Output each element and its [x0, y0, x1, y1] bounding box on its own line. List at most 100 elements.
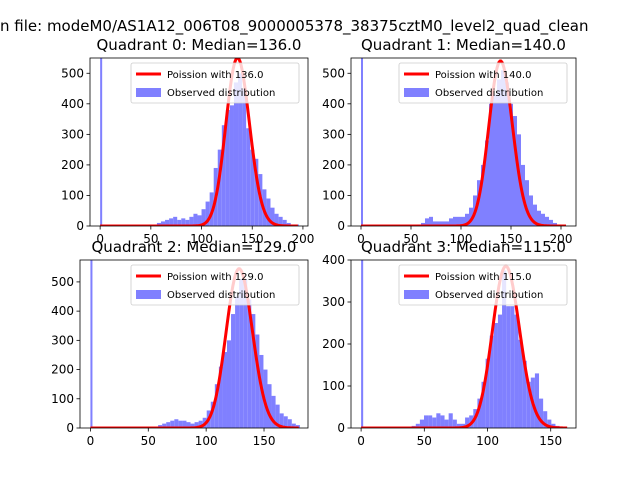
- quadrant-1-title: Quadrant 1: Median=140.0: [361, 36, 566, 54]
- quadrant-0-hist-bar: [233, 82, 239, 226]
- quadrant-1-ytick-label: 300: [322, 127, 345, 141]
- quadrant-3-hist-bar: [485, 358, 490, 428]
- quadrant-0-hist-bar: [238, 73, 243, 226]
- quadrant-2-xtick-label: 150: [253, 434, 276, 448]
- quadrant-3-hist-bar: [428, 415, 433, 428]
- quadrant-1-ytick-label: 400: [322, 97, 345, 111]
- quadrant-1-hist-bar: [545, 216, 549, 226]
- quadrant-0-ytick-label: 100: [61, 188, 84, 202]
- quadrant-0-legend-bar-swatch: [136, 88, 161, 97]
- quadrant-2-hist-bar: [214, 384, 219, 428]
- quadrant-2-legend-label-fit: Poission with 129.0: [167, 272, 263, 283]
- quadrant-1-hist-bar: [453, 216, 457, 226]
- quadrant-0-xtick-label: 150: [241, 232, 264, 246]
- quadrant-1-hist-bar: [425, 218, 429, 226]
- quadrant-2-hist-bar: [267, 384, 272, 428]
- quadrant-1-hist-bar: [433, 221, 437, 226]
- quadrant-1-xtick-label: 150: [500, 232, 523, 246]
- quadrant-3-hist-bar: [510, 306, 515, 428]
- quadrant-2-hist-bar: [243, 278, 248, 428]
- quadrant-2-hist-bar: [162, 423, 167, 428]
- quadrant-2-hist-bar: [239, 278, 244, 428]
- quadrant-0-ytick-label: 300: [61, 127, 84, 141]
- quadrant-0-hist-bar: [165, 219, 170, 226]
- quadrant-0-hist-bar: [100, 58, 103, 226]
- quadrant-2-xtick-label: 0: [87, 434, 95, 448]
- quadrant-1-hist-bar: [537, 210, 541, 226]
- quadrant-0-hist-bar: [254, 158, 259, 226]
- quadrant-3-hist-bar: [361, 260, 364, 428]
- quadrant-2-ytick-label: 500: [51, 275, 74, 289]
- quadrant-1-hist-bar: [541, 213, 545, 226]
- quadrant-1-xtick-label: 200: [550, 232, 573, 246]
- quadrant-1-hist-bar: [465, 213, 469, 226]
- quadrant-3-hist-bar: [543, 411, 548, 428]
- quadrant-0-hist-bar: [246, 128, 251, 226]
- quadrant-3-legend: Poission with 115.0 Observed distribution: [398, 264, 568, 306]
- quadrant-0-hist-bar: [201, 209, 206, 226]
- quadrant-2-legend-bar-swatch: [136, 290, 161, 299]
- quadrant-1-hist-bar: [437, 221, 441, 226]
- quadrant-1-hist-bar: [461, 216, 465, 226]
- quadrant-2-ytick-label: 0: [66, 421, 74, 435]
- quadrant-0-hist-bar: [160, 221, 166, 226]
- quadrant-3-hist-bar: [489, 335, 494, 428]
- quadrant-1-hist-bar: [485, 140, 489, 226]
- quadrant-0-xtick-label: 50: [143, 232, 158, 246]
- quadrant-1-legend-bar-swatch: [404, 88, 429, 97]
- quadrant-0-legend-label-observed: Observed distribution: [167, 88, 275, 99]
- quadrant-2-hist-bar: [271, 395, 276, 428]
- quadrant-3-hist-bar: [465, 417, 470, 428]
- quadrant-1-hist-bar: [525, 180, 529, 226]
- quadrant-3-poisson-line: [360, 264, 568, 428]
- quadrant-2-xtick-label: 50: [141, 434, 156, 448]
- quadrant-0-hist-bar: [229, 105, 234, 226]
- quadrant-3-hist-bar: [481, 381, 486, 428]
- quadrant-0-legend-label-fit: Poission with 136.0: [167, 70, 263, 81]
- quadrant-1-hist-bar: [445, 221, 449, 226]
- quadrant-1-hist-bar: [497, 79, 501, 226]
- quadrant-3-hist-bar: [502, 270, 507, 428]
- quadrant-3-xtick-label: 150: [539, 434, 562, 448]
- quadrant-1-poisson-line: [360, 59, 567, 226]
- quadrant-2-hist-bar: [275, 404, 280, 428]
- quadrant-3-ytick-label: 0: [337, 421, 345, 435]
- quadrant-1-legend-label-observed: Observed distribution: [435, 88, 543, 99]
- quadrant-3-ytick-label: 100: [322, 379, 345, 393]
- quadrant-2-hist-bar: [291, 423, 296, 428]
- quadrant-1-legend: Poission with 140.0 Observed distribution: [398, 62, 568, 104]
- quadrant-1-hist-bar: [469, 207, 473, 226]
- quadrant-3-panel: 0 50 100 150 0 100 200 300 400 Quadrant 3: Median…: [322, 238, 577, 448]
- quadrant-0-hist-bar: [173, 216, 178, 226]
- quadrant-2-hist-bar: [182, 420, 187, 428]
- quadrant-0-hist-bar: [217, 149, 222, 226]
- quadrant-1-hist-bar: [449, 218, 453, 226]
- quadrant-3-hist-bar: [514, 314, 519, 428]
- quadrant-3-hist-bar: [436, 413, 441, 428]
- quadrant-1-hist-bar: [441, 221, 445, 226]
- quadrant-2-hist-bar: [90, 260, 93, 428]
- quadrant-1-hist-bar: [505, 82, 509, 226]
- quadrant-1-xtick-label: 0: [357, 232, 365, 246]
- quadrant-2-hist-bar: [174, 419, 179, 428]
- quadrant-3-plot-area: [360, 260, 568, 428]
- quadrant-3-hist-bar: [547, 419, 552, 428]
- quadrant-1-hist-bar: [421, 222, 425, 226]
- quadrant-3-hist-bar: [539, 398, 544, 428]
- quadrant-1-legend-label-fit: Poission with 140.0: [435, 70, 531, 81]
- quadrant-0-hist-bar: [225, 109, 230, 226]
- quadrant-0-hist-bar: [156, 222, 161, 226]
- quadrant-3-ytick-label: 200: [322, 337, 345, 351]
- quadrant-3-hist-bar: [423, 415, 429, 428]
- quadrant-2-legend: Poission with 129.0 Observed distribution: [130, 264, 300, 306]
- quadrant-2-ytick-label: 300: [51, 333, 74, 347]
- quadrant-3-xtick-label: 0: [357, 434, 365, 448]
- quadrant-3-hist-bar: [493, 323, 498, 428]
- quadrant-3-hist-bar: [522, 360, 527, 428]
- quadrant-0-title: Quadrant 0: Median=136.0: [97, 36, 302, 54]
- quadrant-2-hist-bar: [279, 413, 284, 428]
- quadrant-2-hist-bar: [210, 401, 215, 428]
- quadrant-0-ytick-label: 200: [61, 158, 84, 172]
- quadrant-2-xtick-label: 100: [195, 434, 218, 448]
